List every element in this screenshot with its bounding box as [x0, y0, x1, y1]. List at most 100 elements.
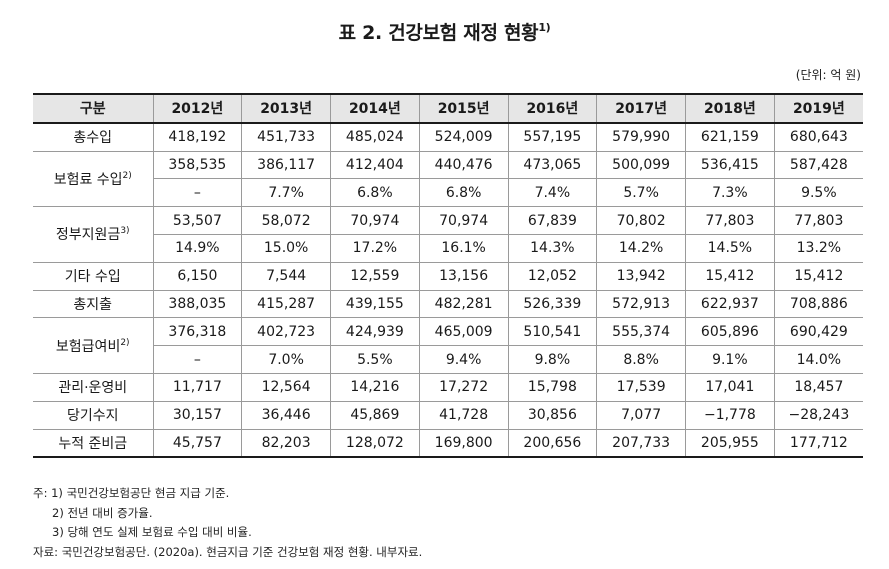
table-cell: 14.5%	[685, 234, 775, 263]
table-row: – 7.0% 5.5% 9.4% 9.8% 8.8% 9.1% 14.0%	[33, 345, 863, 374]
table-cell: –	[153, 178, 243, 208]
table-cell: 177,712	[774, 429, 863, 459]
footnote-line: 주: 1) 국민건강보험공단 현금 지급 기준.	[33, 486, 230, 500]
table-cell: 7.0%	[241, 345, 331, 374]
table-cell: 53,507	[153, 206, 243, 235]
table-cell: −1,778	[685, 400, 775, 430]
header-cell: 2017년	[596, 93, 686, 124]
table-cell: 207,733	[596, 429, 686, 459]
header-cell: 2013년	[241, 93, 331, 124]
row-label: 정부지원금3)	[33, 206, 154, 263]
row-label: 누적 준비금	[33, 429, 154, 459]
table-cell: 6.8%	[419, 178, 509, 208]
table-row: – 7.7% 6.8% 6.8% 7.4% 5.7% 7.3% 9.5%	[33, 178, 863, 208]
table-cell: 412,404	[330, 151, 420, 180]
table-cell: 17.2%	[330, 234, 420, 263]
footnote-mark: 3)	[120, 226, 130, 237]
footnote-mark: 2)	[122, 170, 132, 181]
table-cell: 579,990	[596, 122, 686, 152]
table-cell: 14,216	[330, 373, 420, 402]
table-cell: 30,856	[508, 400, 598, 430]
table-cell: 451,733	[241, 122, 331, 152]
table-cell: 526,339	[508, 289, 598, 319]
table-cell: 17,539	[596, 373, 686, 402]
row-label-text: 보험급여비	[55, 338, 121, 355]
footnote-line: 3) 당해 연도 실제 보험료 수입 대비 비율.	[52, 525, 252, 539]
table-cell: 621,159	[685, 122, 775, 152]
header-row: 구분 2012년 2013년 2014년 2015년 2016년 2017년 2…	[33, 93, 863, 124]
table-cell: 58,072	[241, 206, 331, 235]
table-cell: 70,974	[330, 206, 420, 235]
table-cell: 5.7%	[596, 178, 686, 208]
footnote-line: 2) 전년 대비 증가율.	[52, 505, 153, 520]
table-row: 14.9% 15.0% 17.2% 16.1% 14.3% 14.2% 14.5…	[33, 234, 863, 263]
table-title-text: 표 2. 건강보험 재정 현황	[338, 22, 539, 44]
table-cell: 9.5%	[774, 178, 863, 208]
row-label: 당기수지	[33, 400, 154, 430]
table-cell: 15,798	[508, 373, 598, 402]
header-cell: 2018년	[685, 93, 775, 124]
table-cell: 358,535	[153, 151, 243, 180]
table-cell: 6,150	[153, 262, 243, 291]
table-cell: 17,272	[419, 373, 509, 402]
header-cell: 2019년	[774, 93, 863, 124]
table-cell: 510,541	[508, 317, 598, 347]
table-cell: 7,544	[241, 262, 331, 291]
row-label: 총수입	[33, 122, 154, 152]
header-cell: 2014년	[330, 93, 420, 124]
table-cell: 36,446	[241, 400, 331, 430]
title-footnote-mark: 1)	[538, 21, 551, 34]
table-cell: 15,412	[685, 262, 775, 291]
table-cell: –	[153, 345, 243, 374]
table-row: 당기수지 30,157 36,446 45,869 41,728 30,856 …	[33, 400, 863, 430]
table-cell: 30,157	[153, 400, 243, 430]
source-line: 자료: 국민건강보험공단. (2020a). 현금지급 기준 건강보험 재정 현…	[33, 544, 423, 559]
table-cell: 482,281	[419, 289, 509, 319]
table-cell: 402,723	[241, 317, 331, 347]
table-cell: 17,041	[685, 373, 775, 402]
row-label: 기타 수입	[33, 262, 154, 291]
table-cell: 45,757	[153, 429, 243, 459]
table-cell: 16.1%	[419, 234, 509, 263]
table-cell: 14.0%	[774, 345, 863, 374]
table-cell: 9.1%	[685, 345, 775, 374]
table-cell: 572,913	[596, 289, 686, 319]
row-label-text: 보험료 수입	[53, 171, 123, 188]
table-cell: 376,318	[153, 317, 243, 347]
table-cell: 82,203	[241, 429, 331, 459]
row-label: 관리·운영비	[33, 373, 154, 402]
header-cell: 2016년	[508, 93, 598, 124]
table-cell: 524,009	[419, 122, 509, 152]
table-cell: 500,099	[596, 151, 686, 180]
table-row: 누적 준비금 45,757 82,203 128,072 169,800 200…	[33, 429, 863, 459]
table-row: 기타 수입 6,150 7,544 12,559 13,156 12,052 1…	[33, 262, 863, 291]
table-cell: 388,035	[153, 289, 243, 319]
finance-table: 구분 2012년 2013년 2014년 2015년 2016년 2017년 2…	[33, 93, 863, 459]
table-cell: 7.7%	[241, 178, 331, 208]
table-cell: 439,155	[330, 289, 420, 319]
table-cell: 424,939	[330, 317, 420, 347]
table-cell: −28,243	[774, 400, 863, 430]
header-cell: 2012년	[153, 93, 243, 124]
table-cell: 8.8%	[596, 345, 686, 374]
table-row: 보험급여비2) 376,318 402,723 424,939 465,009 …	[33, 317, 863, 374]
table-row: 관리·운영비 11,717 12,564 14,216 17,272 15,79…	[33, 373, 863, 402]
table-cell: 15,412	[774, 262, 863, 291]
row-label-text: 정부지원금	[55, 227, 121, 244]
table-cell: 45,869	[330, 400, 420, 430]
table-cell: 169,800	[419, 429, 509, 459]
table-cell: 6.8%	[330, 178, 420, 208]
table-cell: 200,656	[508, 429, 598, 459]
table-cell: 13.2%	[774, 234, 863, 263]
table-cell: 386,117	[241, 151, 331, 180]
table-cell: 557,195	[508, 122, 598, 152]
table-cell: 465,009	[419, 317, 509, 347]
table-cell: 77,803	[774, 206, 863, 235]
table-cell: 485,024	[330, 122, 420, 152]
unit-label: (단위: 억 원)	[795, 68, 861, 82]
table-cell: 440,476	[419, 151, 509, 180]
table-row: 정부지원금3) 53,507 58,072 70,974 70,974 67,8…	[33, 206, 863, 263]
table-row: 보험료 수입2) 358,535 386,117 412,404 440,476…	[33, 151, 863, 208]
table-cell: 555,374	[596, 317, 686, 347]
header-cell: 2015년	[419, 93, 509, 124]
